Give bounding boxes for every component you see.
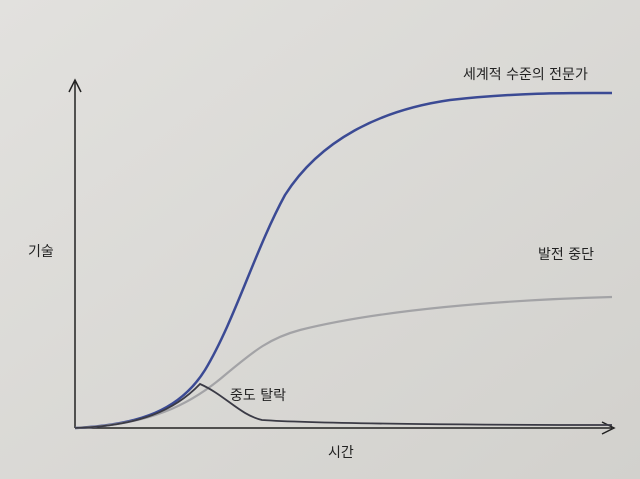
y-axis-label: 기술 — [28, 244, 54, 260]
x-axis-arrow — [601, 421, 616, 435]
dropout-curve — [74, 382, 613, 429]
curve-label: 중도 탈락 — [230, 388, 286, 404]
y-axis-arrow — [68, 78, 82, 93]
curve-label: 발전 중단 — [538, 247, 594, 263]
x-axis-label: 시간 — [328, 445, 354, 461]
curve-label: 세계적 수준의 전문가 — [463, 67, 588, 83]
expert-curve — [74, 91, 613, 430]
plateau-curve — [74, 295, 613, 430]
